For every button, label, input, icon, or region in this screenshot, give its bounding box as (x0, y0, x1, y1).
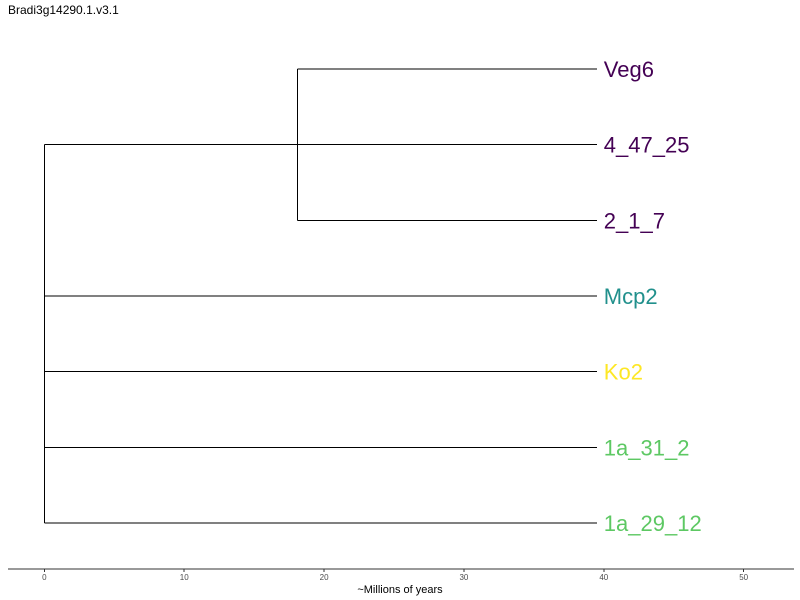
x-axis-tick-label: 30 (459, 573, 468, 582)
x-axis-tick-label: 50 (739, 573, 748, 582)
tip-label: Ko2 (604, 360, 643, 385)
x-axis: 0 10 20 30 40 50 ~Millions of years (8, 568, 794, 596)
tip-label: 1a_31_2 (604, 435, 690, 460)
tip-label: 2_1_7 (604, 208, 665, 233)
tip-label: Mcp2 (604, 284, 658, 309)
page-title: Bradi3g14290.1.v3.1 (8, 3, 119, 17)
tip-label: 1a_29_12 (604, 511, 702, 536)
tip-label: Veg6 (604, 57, 654, 82)
x-axis-title: ~Millions of years (357, 584, 443, 596)
x-axis-tick-label: 0 (42, 573, 47, 582)
x-axis-tick-label: 10 (180, 573, 189, 582)
tree-tip-labels: Veg6 4_47_25 2_1_7 Mcp2 Ko2 1a_31_2 1a_29_12 (604, 57, 702, 536)
x-axis-tick-label: 20 (320, 573, 329, 582)
tree-branches (43, 68, 597, 524)
x-axis-tick-label: 40 (599, 573, 608, 582)
x-axis-ticks: 0 10 20 30 40 50 (42, 569, 749, 582)
tip-label: 4_47_25 (604, 133, 690, 158)
